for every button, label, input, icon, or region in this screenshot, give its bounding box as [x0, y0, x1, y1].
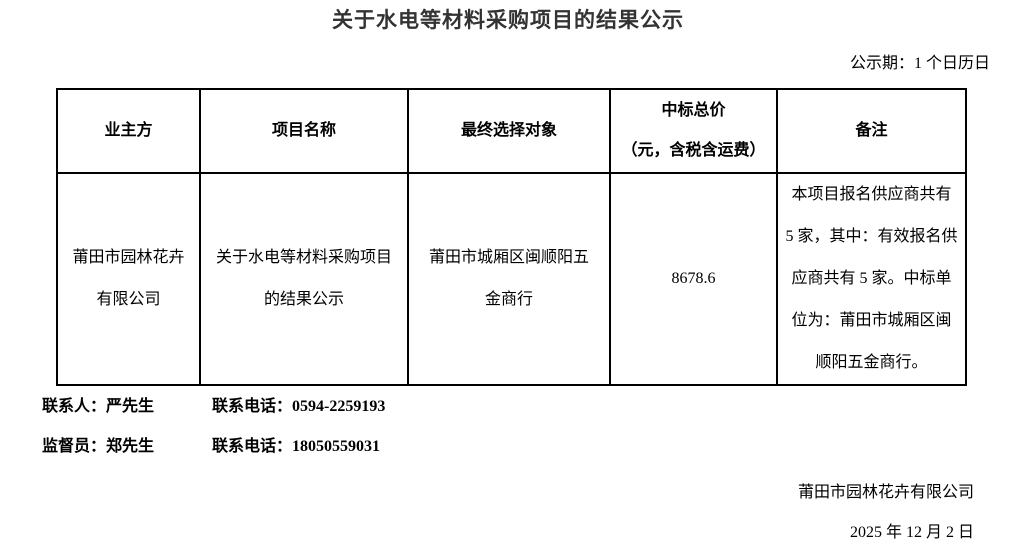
col-header-project-name: 项目名称	[199, 88, 409, 174]
table-header-row: 业主方 项目名称 最终选择对象 中标总价 （元，含税含运费） 备注	[56, 88, 967, 174]
contact-person: 联系人：严先生	[42, 398, 155, 415]
cell-bid-total: 8678.6	[609, 172, 778, 386]
cell-final-selection-line1: 莆田市城厢区闽顺阳五	[428, 249, 589, 266]
col-header-owner: 业主方	[56, 88, 201, 174]
result-table: 业主方 项目名称 最终选择对象 中标总价 （元，含税含运费） 备注 莆田市园林花…	[56, 88, 967, 386]
cell-final-selection: 莆田市城厢区闽顺阳五 金商行	[407, 172, 611, 386]
cell-final-selection-line2: 金商行	[484, 291, 533, 308]
contact-line: 联系人：严先生 联系电话：0594-2259193	[42, 397, 1016, 417]
cell-remarks-line2: 5 家，其中：有效报名供	[785, 228, 958, 245]
cell-project-name-line1: 关于水电等材料采购项目	[215, 249, 392, 266]
cell-project-name-line2: 的结果公示	[263, 291, 344, 308]
cell-remarks-line4: 位为：莆田市城厢区闽	[791, 312, 952, 329]
cell-remarks: 本项目报名供应商共有 5 家，其中：有效报名供 应商共有 5 家。中标单 位为：…	[776, 172, 967, 386]
cell-owner: 莆田市园林花卉 有限公司	[56, 172, 201, 386]
col-header-bid-total-line2: （元，含税含运费）	[621, 142, 766, 159]
cell-remarks-line1: 本项目报名供应商共有	[791, 186, 952, 203]
page-title: 关于水电等材料采购项目的结果公示	[332, 9, 684, 32]
contact-phone: 联系电话：0594-2259193	[212, 398, 386, 415]
cell-remarks-line3: 应商共有 5 家。中标单	[791, 270, 952, 287]
cell-project-name: 关于水电等材料采购项目 的结果公示	[199, 172, 409, 386]
signoff-company: 莆田市园林花卉有限公司	[797, 484, 974, 501]
publicity-period: 公示期：1 个日历日	[849, 55, 990, 72]
supervisor-person: 监督员：郑先生	[42, 438, 155, 455]
col-header-final-selection: 最终选择对象	[407, 88, 611, 174]
supervisor-line: 监督员：郑先生 联系电话：18050559031	[42, 437, 1016, 457]
cell-remarks-line5: 顺阳五金商行。	[815, 354, 928, 371]
col-header-remarks: 备注	[776, 88, 967, 174]
signoff-date: 2025 年 12 月 2 日	[849, 524, 974, 541]
signoff-block: 莆田市园林花卉有限公司 2025 年 12 月 2 日	[0, 483, 1016, 543]
cell-owner-line1: 莆田市园林花卉	[72, 249, 185, 266]
table-row: 莆田市园林花卉 有限公司 关于水电等材料采购项目 的结果公示 莆田市城厢区闽顺阳…	[56, 172, 967, 386]
col-header-bid-total: 中标总价 （元，含税含运费）	[609, 88, 778, 174]
col-header-bid-total-line1: 中标总价	[661, 102, 726, 119]
cell-owner-line2: 有限公司	[96, 291, 161, 308]
contacts-block: 联系人：严先生 联系电话：0594-2259193 监督员：郑先生 联系电话：1…	[42, 397, 1016, 457]
supervisor-phone: 联系电话：18050559031	[212, 438, 381, 455]
